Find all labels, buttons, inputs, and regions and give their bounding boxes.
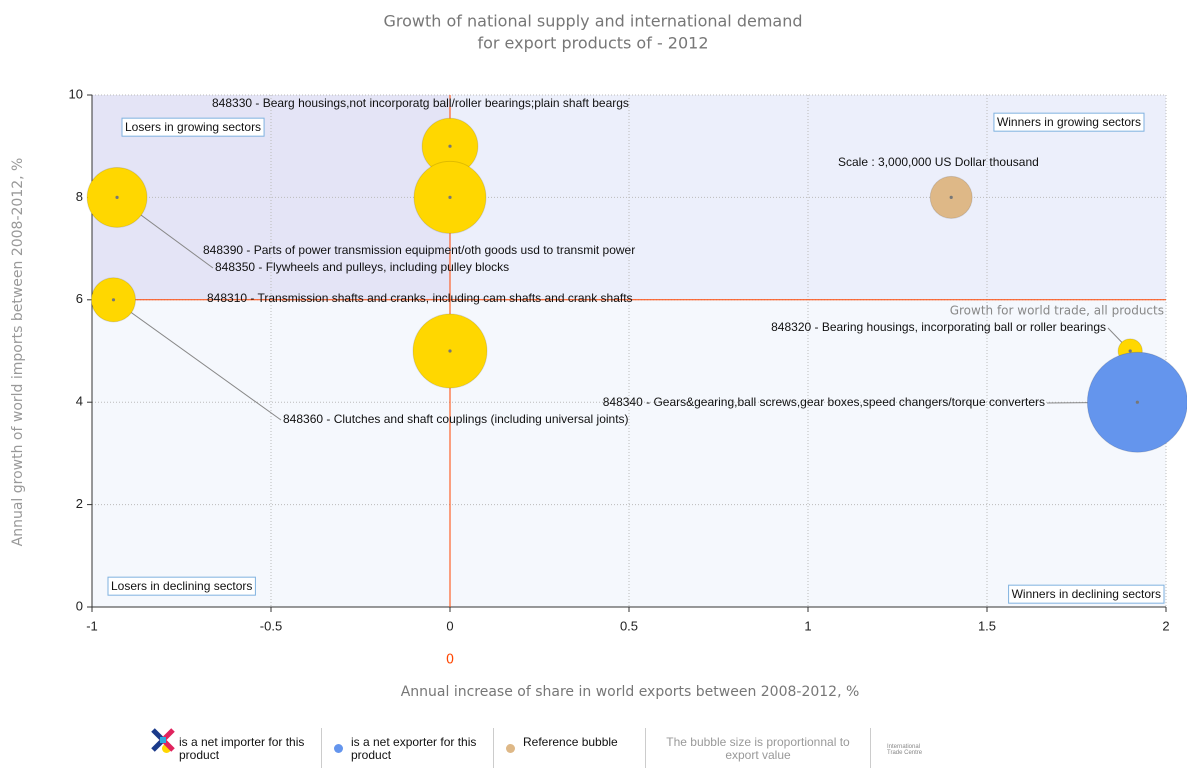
quadrant-label-box bbox=[1008, 584, 1165, 604]
bubble-label: 848360 - Clutches and shaft couplings (i… bbox=[283, 412, 629, 426]
quadrant-label: Losers in growing sectors bbox=[125, 120, 261, 134]
x-tick-label: 2 bbox=[1162, 618, 1169, 633]
legend-item: Reference bubble bbox=[494, 728, 646, 768]
leader-line bbox=[113, 299, 282, 421]
y-tick-label: 8 bbox=[76, 189, 83, 204]
bubble-label: 848310 - Transmission shafts and cranks,… bbox=[207, 291, 633, 305]
bubble-center bbox=[111, 298, 116, 302]
size-note: The bubble size is proportionnal to expo… bbox=[666, 735, 850, 762]
bubble-center bbox=[448, 144, 452, 148]
bubble-center bbox=[1135, 400, 1139, 404]
x-tick-label: -1 bbox=[86, 618, 98, 633]
chart-title: for export products of - 2012 bbox=[477, 34, 708, 53]
x-tick-label: 1.5 bbox=[978, 618, 996, 633]
y-axis-label: Annual growth of world imports between 2… bbox=[10, 158, 26, 547]
x-tick-label: -0.5 bbox=[260, 618, 282, 633]
bubble-label: 848390 - Parts of power transmission equ… bbox=[203, 243, 635, 257]
chart: Growth of national supply and internatio… bbox=[10, 12, 1187, 700]
x-tick-label: 0 bbox=[446, 618, 453, 633]
bubble-label: Scale : 3,000,000 US Dollar thousand bbox=[838, 155, 1039, 169]
legend-swatch bbox=[162, 744, 171, 753]
bubble-label: 848320 - Bearing housings, incorporating… bbox=[771, 320, 1106, 334]
logo-icon bbox=[151, 728, 175, 752]
quadrant-label: Winners in declining sectors bbox=[1012, 587, 1161, 601]
bubble-center bbox=[115, 195, 119, 199]
quadrant-label: Winners in growing sectors bbox=[997, 115, 1141, 129]
quadrant-label: Losers in declining sectors bbox=[111, 579, 252, 593]
y-tick-label: 10 bbox=[69, 86, 83, 101]
y-tick-label: 0 bbox=[76, 598, 83, 613]
y-tick-label: 4 bbox=[76, 394, 83, 409]
y-tick-label: 2 bbox=[76, 496, 83, 511]
legend-swatch bbox=[506, 744, 515, 753]
bubble-center bbox=[1128, 349, 1132, 353]
bubble-center bbox=[949, 195, 953, 199]
x-axis-label: Annual increase of share in world export… bbox=[401, 684, 860, 700]
legend-label: Reference bubble bbox=[523, 735, 618, 749]
quadrant-label-box bbox=[993, 112, 1145, 132]
x-tick-label: 0.5 bbox=[620, 618, 638, 633]
bubble-label: 848350 - Flywheels and pulleys, includin… bbox=[215, 260, 509, 274]
logo: International Trade Centre bbox=[151, 726, 939, 769]
legend-swatch bbox=[334, 744, 343, 753]
logo-text: International Trade Centre bbox=[887, 744, 923, 756]
y-tick-label: 6 bbox=[76, 291, 83, 306]
bubble-label: 848330 - Bearg housings,not incorporatg … bbox=[212, 96, 629, 110]
legend-label: is a net exporter for this product bbox=[351, 735, 477, 762]
x-tick-label: 1 bbox=[804, 618, 811, 633]
legend-item: is a net importer for this product bbox=[150, 728, 322, 768]
legend-item: The bubble size is proportionnal to expo… bbox=[646, 728, 871, 768]
bubble-label: 848340 - Gears&gearing,ball screws,gear … bbox=[603, 395, 1045, 409]
quadrant-label-box bbox=[121, 117, 265, 137]
reference-y-label: Growth for world trade, all products bbox=[950, 303, 1164, 317]
bubble-center bbox=[448, 195, 452, 199]
legend-label: is a net importer for this product bbox=[179, 735, 305, 762]
chart-title: Growth of national supply and internatio… bbox=[383, 12, 802, 31]
quadrant-label-box bbox=[107, 576, 256, 596]
reference-x-label: 0 bbox=[446, 653, 454, 668]
legend: is a net importer for this product is a n… bbox=[150, 727, 939, 769]
bubble-center bbox=[448, 349, 452, 353]
legend-item: is a net exporter for this product bbox=[322, 728, 494, 768]
